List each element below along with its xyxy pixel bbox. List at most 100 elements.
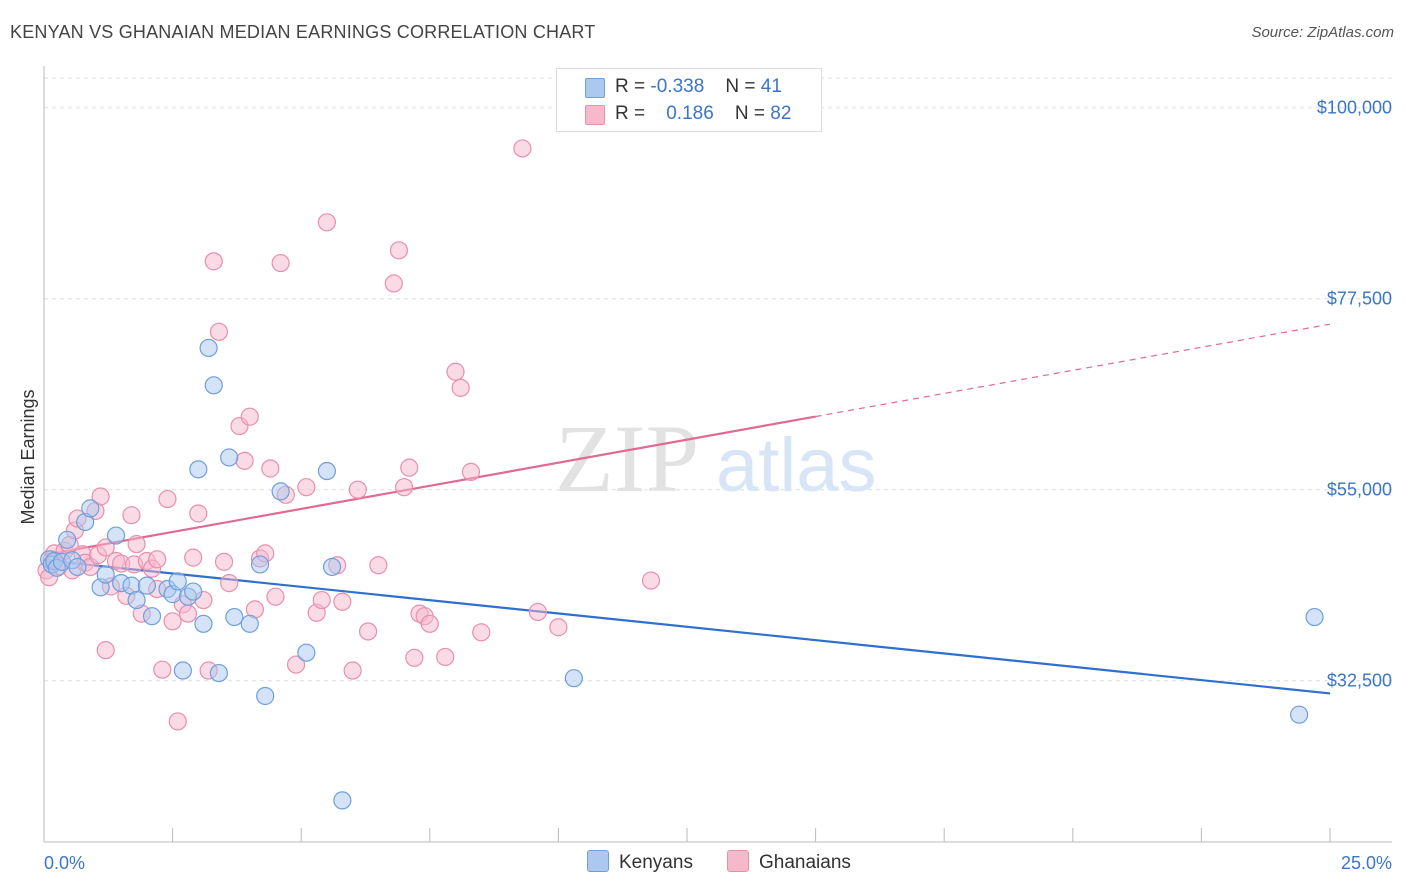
ghanaian-point bbox=[436, 647, 455, 667]
ghanaian-point bbox=[189, 504, 208, 523]
y-tick-label: $77,500 bbox=[1327, 289, 1392, 309]
ghanaian-point bbox=[163, 612, 182, 631]
legend-n-label: N = bbox=[725, 76, 756, 97]
correlation-legend: R = -0.338 N = 41 R = 0.186 N = 82 bbox=[556, 68, 822, 132]
ghanaian-point bbox=[384, 274, 403, 293]
ghanaian-point bbox=[394, 478, 414, 497]
kenyan-point bbox=[271, 482, 290, 501]
ghanaian-point bbox=[271, 253, 290, 273]
kenyans-swatch bbox=[585, 78, 605, 98]
ghanaian-point bbox=[96, 538, 115, 557]
ghanaian-point bbox=[214, 552, 234, 571]
kenyan-point bbox=[1290, 705, 1309, 724]
ghanaian-point bbox=[122, 506, 141, 525]
ghanaian-point bbox=[96, 641, 115, 660]
kenyan-point bbox=[81, 499, 100, 518]
kenyan-point bbox=[297, 643, 316, 662]
ghanaians-legend-swatch bbox=[727, 850, 749, 872]
ghanaian-point bbox=[209, 322, 228, 341]
ghanaian-point bbox=[549, 618, 568, 637]
ghanaian-point bbox=[528, 602, 547, 622]
data-points bbox=[37, 139, 1324, 810]
ghanaians-legend-label: Ghanaians bbox=[759, 852, 851, 874]
ghanaian-point bbox=[400, 458, 419, 477]
chart-title: KENYAN VS GHANAIAN MEDIAN EARNINGS CORRE… bbox=[10, 22, 596, 42]
kenyan-point bbox=[96, 565, 115, 584]
ghanaian-point bbox=[513, 139, 532, 158]
ghanaian-point bbox=[472, 623, 491, 642]
trend-line-kenyans bbox=[43, 559, 1331, 695]
watermark: ZIP atlas bbox=[555, 405, 877, 512]
kenyan-point bbox=[209, 663, 228, 683]
ghanaian-point bbox=[358, 622, 378, 641]
kenyan-point bbox=[564, 669, 583, 688]
kenyan-point bbox=[240, 614, 259, 633]
legend-item-kenyans[interactable]: Kenyans bbox=[587, 850, 693, 874]
kenyan-point bbox=[199, 338, 218, 358]
kenyan-point bbox=[322, 557, 342, 577]
ghanaian-point bbox=[405, 648, 424, 667]
kenyan-point bbox=[168, 572, 187, 591]
kenyan-point bbox=[58, 530, 77, 549]
ghanaian-point bbox=[178, 604, 198, 623]
kenyan-point bbox=[204, 376, 223, 395]
ghanaian-point bbox=[348, 480, 367, 499]
legend-n-label: N = bbox=[734, 103, 766, 124]
ghanaian-point bbox=[343, 661, 362, 680]
y-axis-label: Median Earnings bbox=[18, 389, 38, 524]
ghanaian-point bbox=[446, 362, 465, 381]
kenyan-point bbox=[333, 791, 352, 810]
ghanaian-point bbox=[420, 614, 439, 633]
kenyan-point bbox=[220, 448, 239, 467]
ghanaian-point bbox=[91, 487, 110, 506]
kenyan-point bbox=[256, 686, 275, 706]
ghanaians-r-value: 0.186 bbox=[666, 103, 714, 124]
ghanaian-point bbox=[261, 459, 280, 478]
ghanaian-point bbox=[297, 478, 316, 497]
kenyan-point bbox=[68, 557, 87, 577]
ghanaian-point bbox=[204, 252, 223, 271]
ghanaian-point bbox=[220, 573, 239, 593]
kenyan-point bbox=[137, 576, 156, 595]
legend-r-label: R = bbox=[615, 76, 646, 97]
axes bbox=[43, 66, 1392, 843]
ghanaian-point bbox=[312, 590, 331, 610]
ghanaian-point bbox=[317, 213, 337, 232]
kenyans-legend-label: Kenyans bbox=[619, 852, 693, 874]
ghanaian-point bbox=[240, 407, 259, 426]
kenyan-point bbox=[189, 460, 208, 479]
kenyan-point bbox=[317, 461, 337, 481]
kenyans-n-value: 41 bbox=[760, 76, 782, 97]
gridlines bbox=[44, 77, 1392, 682]
y-tick-label: $55,000 bbox=[1327, 480, 1392, 500]
x-tick-label-max: 25.0% bbox=[1341, 853, 1392, 873]
legend-item-ghanaians[interactable]: Ghanaians bbox=[727, 850, 851, 874]
y-tick-label: $100,000 bbox=[1317, 98, 1392, 118]
ghanaian-point bbox=[153, 660, 172, 679]
ghanaian-point bbox=[235, 451, 254, 470]
ghanaian-point bbox=[389, 241, 409, 260]
ghanaian-point bbox=[451, 378, 470, 397]
ghanaian-point bbox=[148, 550, 167, 569]
ghanaians-n-value: 82 bbox=[770, 103, 792, 124]
legend-r-label: R = bbox=[615, 103, 646, 124]
ghanaian-point bbox=[158, 489, 177, 509]
kenyan-point bbox=[184, 582, 203, 601]
ghanaian-point bbox=[333, 592, 352, 611]
ghanaian-point bbox=[286, 655, 306, 674]
watermark-atlas: atlas bbox=[716, 423, 877, 508]
kenyan-point bbox=[106, 526, 126, 545]
y-tick-labels: $32,500 $55,000 $77,500 $100,000 bbox=[1317, 98, 1392, 691]
y-tick-label: $32,500 bbox=[1327, 671, 1392, 691]
kenyan-point bbox=[142, 607, 162, 626]
ghanaian-point bbox=[369, 556, 388, 575]
trend-line-ghanaians bbox=[43, 415, 816, 557]
ghanaian-point bbox=[127, 534, 146, 554]
kenyans-r-value: -0.338 bbox=[650, 76, 705, 97]
ghanaians-swatch bbox=[585, 105, 605, 125]
kenyan-point bbox=[250, 555, 270, 574]
kenyans-legend-swatch bbox=[587, 850, 609, 872]
trend-lines bbox=[43, 323, 1331, 695]
kenyan-point bbox=[127, 590, 146, 610]
